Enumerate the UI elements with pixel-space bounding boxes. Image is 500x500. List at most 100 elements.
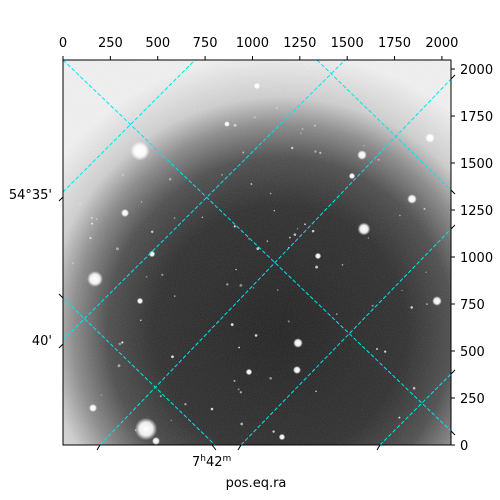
faint-star xyxy=(253,116,256,119)
world-ticks xyxy=(58,74,456,451)
faint-star xyxy=(230,323,234,327)
faint-star xyxy=(341,264,344,266)
faint-star xyxy=(121,341,124,344)
x-tick-label: 1750 xyxy=(378,36,411,51)
faint-star xyxy=(233,123,237,127)
grid-line xyxy=(63,297,216,445)
faint-star xyxy=(363,145,365,147)
y-tick-label: 0 xyxy=(460,439,468,454)
star xyxy=(224,121,230,127)
star xyxy=(148,250,156,258)
star xyxy=(278,433,286,441)
faint-star xyxy=(239,391,243,394)
faint-star xyxy=(78,202,82,205)
faint-star xyxy=(159,395,162,398)
y-tick-label: 1000 xyxy=(460,251,493,266)
faint-star xyxy=(122,173,125,177)
faint-star xyxy=(423,207,426,210)
sky-image xyxy=(63,60,451,445)
faint-star xyxy=(371,304,374,307)
star xyxy=(357,150,367,160)
star xyxy=(407,194,417,204)
faint-star xyxy=(117,364,121,368)
grid-line xyxy=(316,60,451,191)
grid-line xyxy=(99,78,451,445)
faint-star xyxy=(210,407,214,411)
star xyxy=(253,82,261,90)
star-field xyxy=(72,82,442,445)
faint-star xyxy=(276,107,278,109)
x-pixel-axis: 0 250 500 750 1000 1250 1500 1750 2000 xyxy=(59,36,458,60)
grid-line xyxy=(63,60,451,432)
faint-star xyxy=(95,218,98,220)
grid-line xyxy=(63,60,346,341)
faint-star xyxy=(266,240,269,242)
x-axis-title: pos.eq.ra xyxy=(226,476,287,491)
faint-star xyxy=(252,287,255,289)
faint-star xyxy=(269,376,273,380)
star xyxy=(314,252,322,260)
faint-star xyxy=(377,158,380,161)
y-tick-label: 1750 xyxy=(460,110,493,125)
faint-star xyxy=(319,151,322,154)
faint-star xyxy=(221,173,223,176)
y-tick-label: 1500 xyxy=(460,157,493,172)
faint-star xyxy=(242,151,245,154)
faint-star xyxy=(134,111,136,114)
faint-star xyxy=(315,390,317,393)
y-pixel-axis: 0 250 500 750 1000 1250 1500 1750 2000 xyxy=(451,63,493,454)
x-tick-label: 1500 xyxy=(331,36,364,51)
faint-star xyxy=(173,295,176,297)
faint-star xyxy=(184,402,187,406)
star xyxy=(245,368,253,376)
y-tick-label: 2000 xyxy=(460,63,493,78)
star xyxy=(134,417,158,441)
faint-star xyxy=(296,228,299,230)
faint-star xyxy=(194,108,196,110)
y-tick-label: 250 xyxy=(460,392,485,407)
faint-star xyxy=(289,236,291,239)
coordinate-grid xyxy=(63,60,451,445)
star xyxy=(293,366,301,374)
faint-star xyxy=(139,319,142,322)
x-tick-label: 0 xyxy=(59,36,67,51)
grid-line xyxy=(240,228,451,445)
faint-star xyxy=(425,271,427,273)
x-tick-label: 750 xyxy=(193,36,218,51)
faint-star xyxy=(226,283,229,286)
faint-star xyxy=(250,183,253,185)
y-tick-label: 500 xyxy=(460,345,485,360)
faint-star xyxy=(173,217,176,219)
faint-star xyxy=(410,306,414,309)
faint-star xyxy=(375,347,379,351)
faint-star xyxy=(272,430,275,433)
plot-frame xyxy=(62,59,452,446)
star xyxy=(121,209,129,217)
faint-star xyxy=(238,346,241,349)
faint-star xyxy=(201,216,204,218)
faint-star xyxy=(398,416,401,419)
faint-star xyxy=(133,99,136,103)
faint-star xyxy=(314,150,317,153)
faint-star xyxy=(80,150,84,153)
star xyxy=(432,296,442,306)
grid-line xyxy=(379,373,451,445)
faint-star xyxy=(235,268,237,271)
faint-star xyxy=(168,178,172,181)
faint-star xyxy=(293,233,297,236)
faint-star xyxy=(90,222,94,225)
faint-star xyxy=(140,201,143,203)
faint-star xyxy=(290,146,294,150)
faint-star xyxy=(304,223,306,226)
star xyxy=(152,437,160,445)
x-tick-label: 250 xyxy=(98,36,123,51)
faint-star xyxy=(287,320,290,323)
faint-star xyxy=(171,355,174,359)
faint-star xyxy=(150,230,154,234)
faint-star xyxy=(401,289,403,292)
faint-star xyxy=(277,289,279,291)
star xyxy=(136,297,144,305)
faint-star xyxy=(300,132,302,134)
faint-star xyxy=(72,262,75,265)
